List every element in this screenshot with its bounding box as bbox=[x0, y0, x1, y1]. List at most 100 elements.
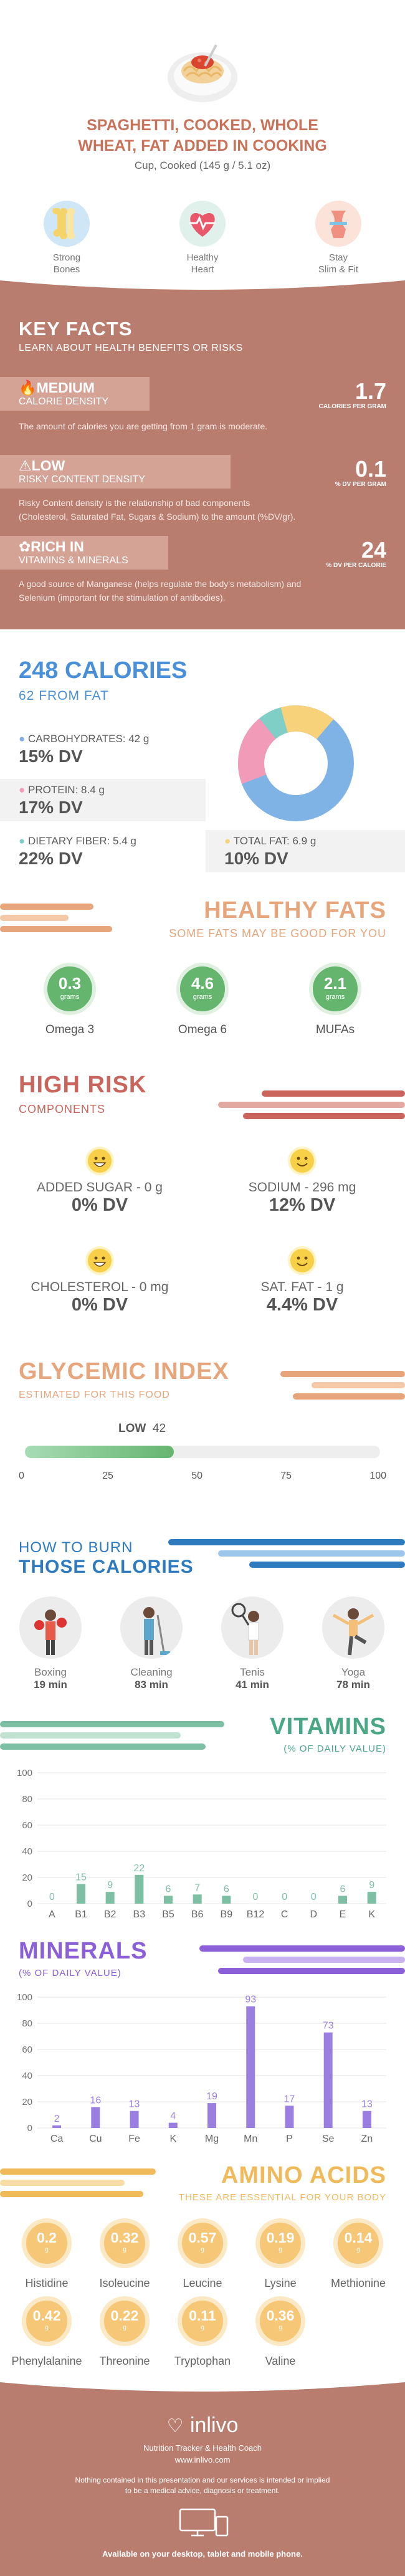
mineral-value-label: 93 bbox=[245, 1995, 256, 2005]
activity-time: 78 min bbox=[336, 1679, 370, 1691]
footer-tagline: Nutrition Tracker & Health Coach bbox=[143, 2443, 262, 2453]
glycemic-readout: LOW 42 bbox=[118, 1422, 166, 1436]
fact-name: RISKY CONTENT DENSITY bbox=[19, 474, 145, 485]
yoga-icon bbox=[322, 1596, 384, 1659]
fact-level: LOW bbox=[31, 457, 65, 474]
nutrient-dv: 10% DV bbox=[224, 849, 288, 868]
amino-acid-item: 0.36 g Valine bbox=[243, 2296, 318, 2368]
fat-label: MUFAs bbox=[315, 1023, 355, 1036]
footer-disclaimer: Nothing contained in this presentation a… bbox=[75, 2476, 330, 2484]
dot-icon: ● bbox=[19, 733, 26, 745]
glycemic-bar-track bbox=[25, 1446, 380, 1458]
burn-title-2: THOSE CALORIES bbox=[19, 1557, 194, 1577]
vitamin-category-label: D bbox=[310, 1909, 318, 1920]
amino-label: Lysine bbox=[264, 2277, 297, 2289]
vitamin-bar bbox=[135, 1874, 144, 1904]
mineral-bar bbox=[362, 2111, 371, 2128]
fact-unit: % DV PER GRAM bbox=[335, 481, 386, 488]
key-facts-subtitle: LEARN ABOUT HEALTH BENEFITS OR RISKS bbox=[19, 343, 243, 353]
mineral-category-label: Se bbox=[322, 2134, 335, 2144]
vitamin-bar bbox=[164, 1896, 173, 1904]
activity-boxing: Boxing 19 min bbox=[10, 1596, 91, 1691]
mineral-value-label: 13 bbox=[129, 2099, 140, 2110]
amino-label: Threonine bbox=[99, 2355, 150, 2367]
risk-sat-fat: SAT. FAT - 1 g 4.4% DV bbox=[221, 1246, 383, 1315]
amino-acid-item: 0.42 g Phenylalanine bbox=[9, 2296, 84, 2368]
vitamin-value-label: 6 bbox=[340, 1884, 346, 1894]
nutrient-label: CARBOHYDRATES: 42 g bbox=[28, 733, 150, 745]
smile-face-icon bbox=[288, 1147, 317, 1175]
amino-acid-item: 0.19 g Lysine bbox=[243, 2218, 318, 2290]
footer-availability: Available on your desktop, tablet and mo… bbox=[102, 2549, 303, 2559]
fact-level: MEDIUM bbox=[36, 379, 95, 396]
vitamin-value-label: 6 bbox=[224, 1884, 229, 1894]
footer-url[interactable]: www.inlivo.com bbox=[174, 2455, 231, 2464]
fat-value: 0.3 bbox=[58, 974, 82, 993]
warning-icon: ⚠ bbox=[19, 457, 32, 474]
y-tick-label: 20 bbox=[22, 2097, 32, 2107]
vitamin-value-label: 6 bbox=[166, 1884, 171, 1894]
fat-omega6-circle: 4.6 grams bbox=[176, 963, 229, 1015]
fat-unit: grams bbox=[60, 993, 80, 1001]
slim-icon bbox=[315, 201, 361, 247]
y-tick-label: 100 bbox=[17, 1768, 32, 1778]
mineral-value-label: 16 bbox=[90, 2095, 101, 2106]
stripe-decoration bbox=[249, 1562, 405, 1568]
grin-face-icon bbox=[85, 1147, 114, 1175]
fat-value: 2.1 bbox=[323, 974, 347, 993]
y-tick-label: 20 bbox=[22, 1872, 32, 1883]
amino-unit: g bbox=[279, 2246, 282, 2253]
benefit-heart: Healthy Heart bbox=[162, 201, 243, 275]
nutrient-label: TOTAL FAT: 6.9 g bbox=[233, 835, 317, 847]
benefit-label: Healthy bbox=[186, 252, 219, 263]
amino-acid-item: 0.11 g Tryptophan bbox=[165, 2296, 240, 2368]
mineral-bar bbox=[323, 2032, 333, 2128]
nutrient-dv: 17% DV bbox=[19, 798, 83, 817]
glycemic-section: GLYCEMIC INDEX ESTIMATED FOR THIS FOOD L… bbox=[0, 1346, 405, 1527]
benefit-bones: Strong Bones bbox=[26, 201, 107, 275]
amino-circle: 0.32 g bbox=[100, 2218, 150, 2268]
amino-label: Histidine bbox=[25, 2277, 69, 2289]
vitamins-title: VITAMINS bbox=[270, 1714, 386, 1740]
calories-title: 248 CALORIES bbox=[19, 657, 188, 684]
glycemic-tick: 100 bbox=[369, 1471, 386, 1481]
amino-value: 0.32 bbox=[110, 2230, 139, 2246]
amino-circle: 0.19 g bbox=[255, 2218, 305, 2268]
nutrient-dv: 22% DV bbox=[19, 849, 83, 868]
vitamin-value-label: 0 bbox=[253, 1892, 259, 1902]
mineral-bar bbox=[91, 2107, 100, 2128]
fact-tag: ✿RICH IN VITAMINS & MINERALS bbox=[0, 536, 168, 570]
amino-value: 0.2 bbox=[37, 2230, 57, 2246]
fact-description: Risky Content density is the relationshi… bbox=[19, 496, 386, 523]
mineral-category-label: Ca bbox=[50, 2134, 64, 2144]
fact-value: 24 bbox=[361, 537, 386, 563]
vitamin-value-label: 0 bbox=[49, 1892, 55, 1902]
stripe-decoration bbox=[0, 926, 112, 932]
benefit-label: Strong bbox=[52, 252, 81, 263]
calories-donut-chart bbox=[238, 705, 354, 821]
vitamin-value-label: 0 bbox=[311, 1892, 317, 1902]
amino-label: Phenylalanine bbox=[11, 2355, 82, 2367]
y-tick-label: 60 bbox=[22, 2044, 32, 2055]
activity-name: Yoga bbox=[341, 1666, 366, 1678]
fact-unit: % DV PER CALORIE bbox=[326, 562, 386, 569]
amino-acid-item: 0.14 g Methionine bbox=[321, 2218, 396, 2290]
nutrient-dv: 15% DV bbox=[19, 747, 83, 766]
y-tick-label: 40 bbox=[22, 2071, 32, 2081]
fact-description-line: A good source of Manganese (helps regula… bbox=[19, 579, 302, 589]
mineral-category-label: Cu bbox=[89, 2134, 102, 2144]
activity-name: Cleaning bbox=[130, 1666, 173, 1678]
high-risk-title: HIGH RISK bbox=[19, 1072, 147, 1098]
amino-acids-section: AMINO ACIDS THESE ARE ESSENTIAL FOR YOUR… bbox=[0, 2156, 405, 2376]
footer-disclaimer: to be a medical advice, diagnosis or tre… bbox=[125, 2486, 280, 2495]
minerals-bar-chart: 0 20 40 60 80 100 2 Ca 16 Cu 13 Fe 4 K 19 Mg 93 Mn 17 P 73 Se… bbox=[17, 1992, 386, 2144]
risk-dv: 4.4% DV bbox=[266, 1295, 338, 1315]
vitamin-category-label: B1 bbox=[75, 1909, 87, 1920]
leaf-icon: ✿ bbox=[19, 538, 31, 555]
glycemic-bar-fill bbox=[25, 1446, 174, 1458]
fact-tag: 🔥MEDIUM CALORIE DENSITY bbox=[0, 377, 150, 411]
glycemic-tick: 75 bbox=[280, 1471, 292, 1481]
spaghetti-dish-icon bbox=[168, 44, 237, 102]
fat-mufa-circle: 2.1 grams bbox=[309, 963, 361, 1015]
amino-circle: 0.42 g bbox=[22, 2296, 72, 2346]
